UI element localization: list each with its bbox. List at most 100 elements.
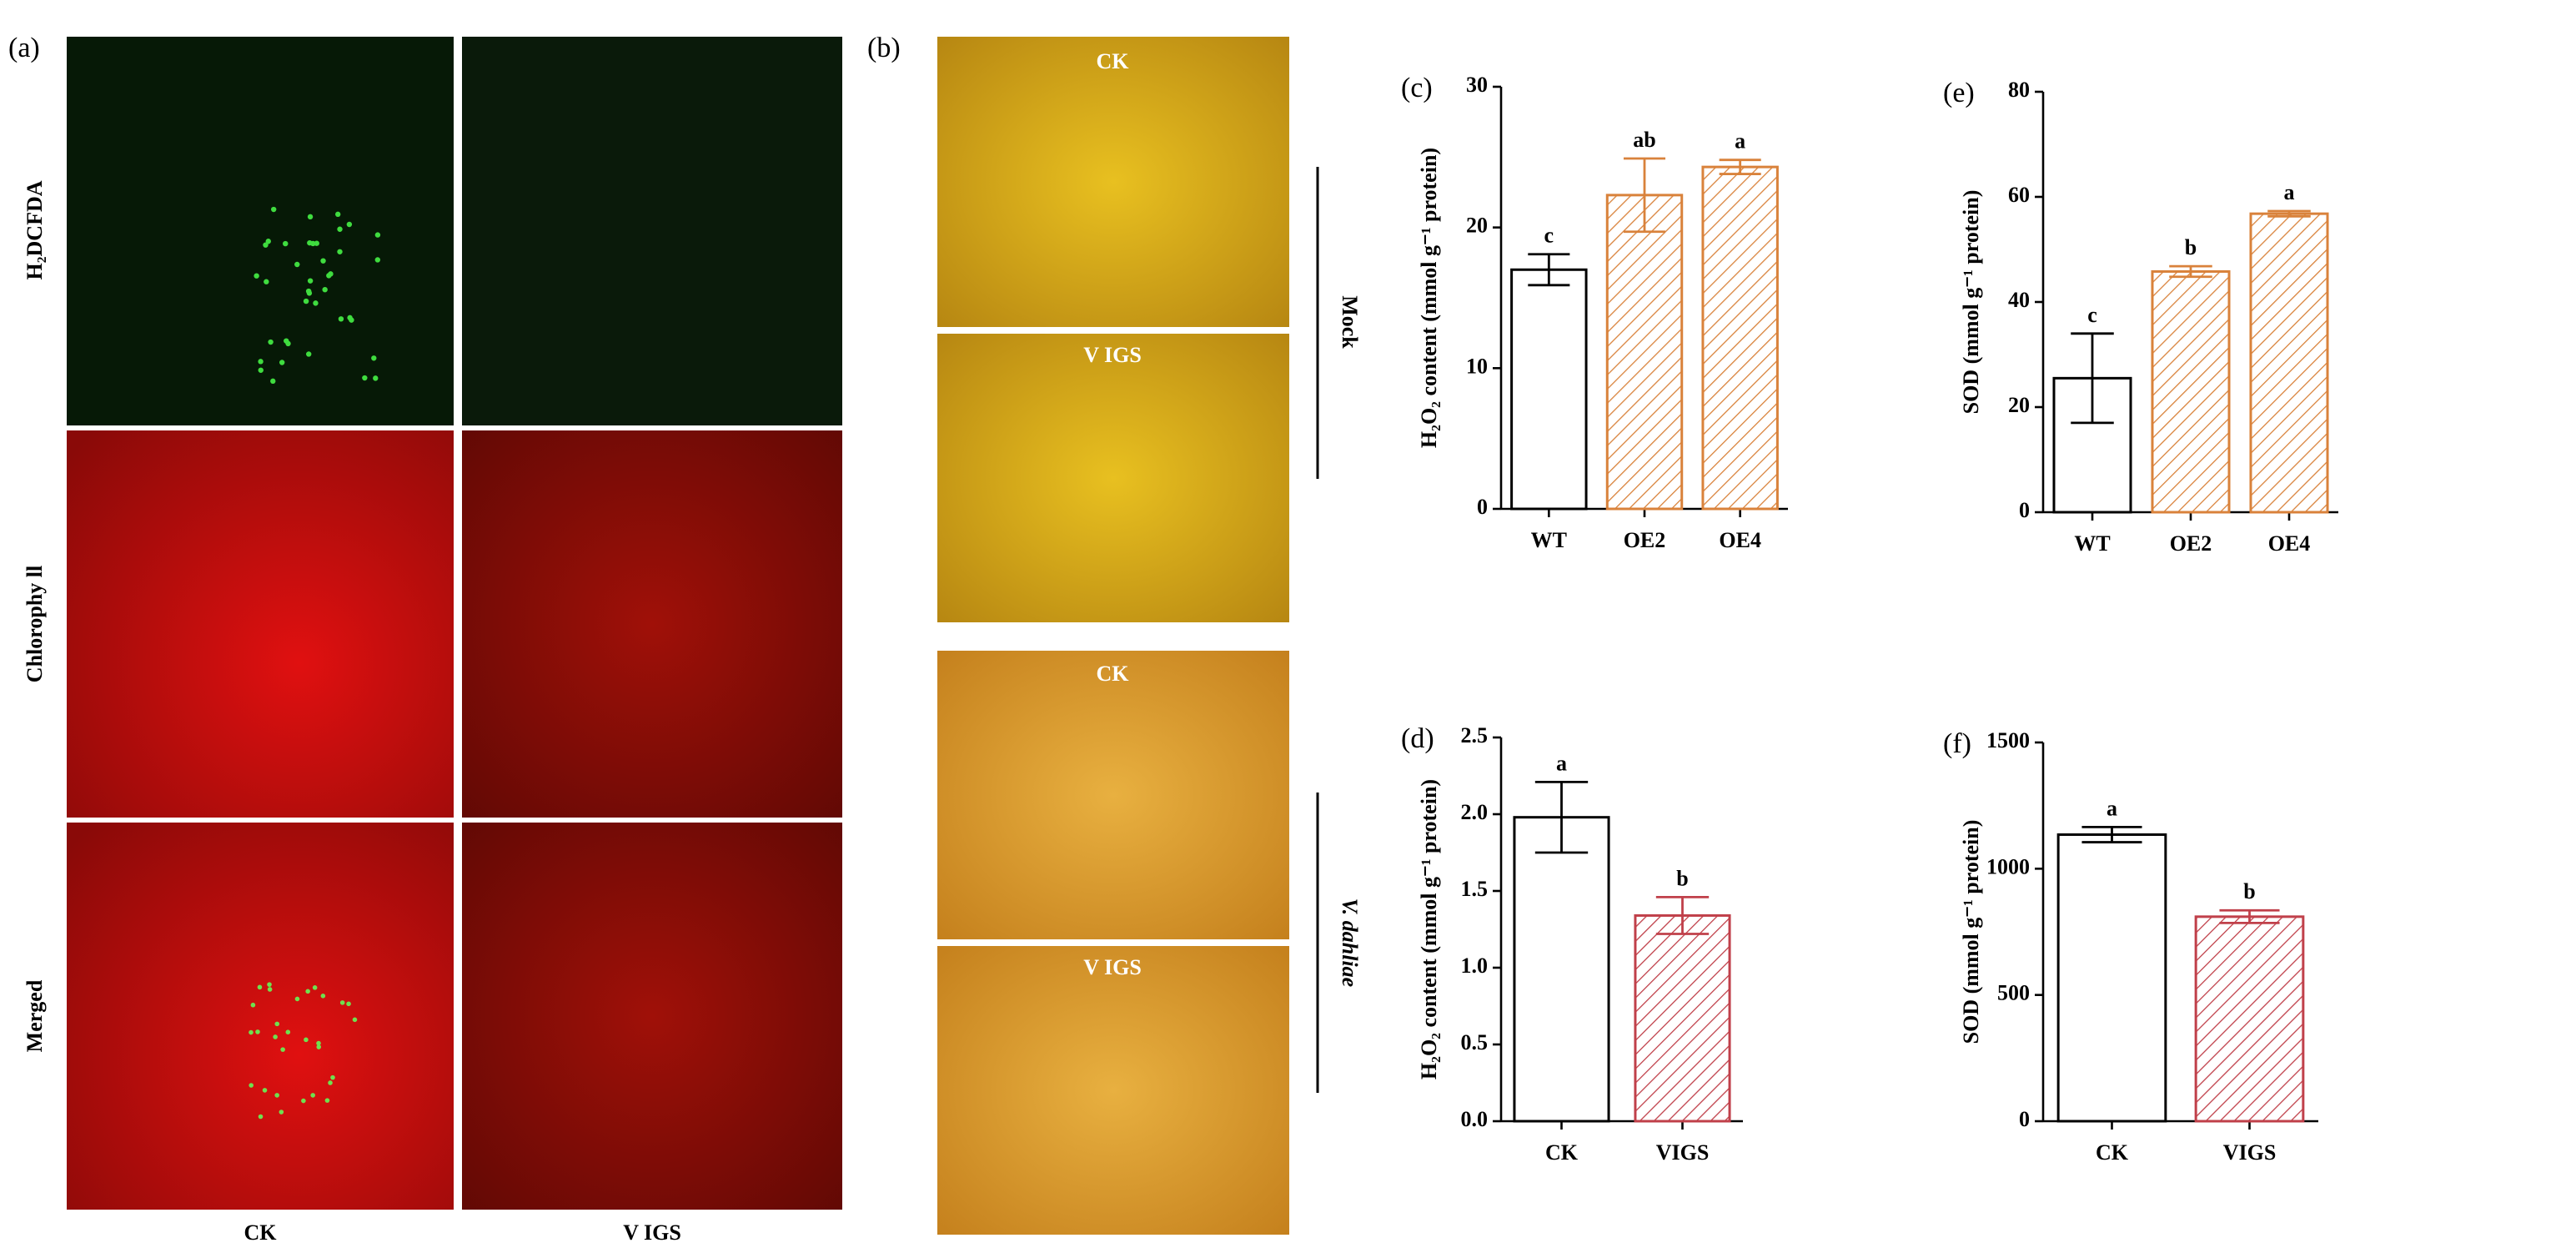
dot	[312, 985, 318, 990]
bar	[1701, 165, 1779, 511]
dot	[374, 257, 381, 263]
dot	[338, 316, 344, 322]
micrograph	[937, 37, 1289, 327]
micrograph	[937, 334, 1289, 622]
dot	[307, 278, 314, 284]
y-tick-label: 2.5	[1461, 723, 1489, 747]
dot	[257, 984, 263, 990]
bar	[1605, 194, 1684, 511]
y-tick-label: 0	[1477, 495, 1488, 519]
y-tick-label: 1500	[1986, 728, 2030, 752]
dot	[362, 375, 368, 381]
dot	[320, 258, 326, 264]
dot	[310, 240, 316, 247]
dot	[328, 271, 334, 277]
y-tick-label: 80	[2008, 78, 2030, 102]
panel-label: (d)	[1401, 723, 1434, 754]
dot	[346, 221, 353, 228]
dot	[304, 1037, 309, 1043]
dot	[279, 360, 285, 365]
significance-letter: b	[2185, 235, 2197, 259]
dot	[258, 1114, 264, 1120]
dot	[320, 994, 326, 999]
dot	[265, 239, 271, 244]
dot	[274, 1093, 279, 1098]
panel-label: (f)	[1943, 728, 1971, 759]
dot	[303, 298, 309, 304]
dot	[264, 279, 269, 284]
dot	[280, 1047, 285, 1052]
dot	[250, 1002, 256, 1008]
image-label: V IGS	[1083, 343, 1142, 367]
dot	[249, 1083, 254, 1088]
x-tick-label: OE4	[1719, 528, 1761, 552]
dot	[334, 211, 341, 218]
y-tick-label: 1.5	[1461, 877, 1489, 901]
y-axis-label: SOD (mmol g⁻¹ protein)	[1959, 190, 1983, 415]
x-tick-label: OE2	[1624, 528, 1666, 552]
micrograph	[462, 37, 842, 425]
dot	[258, 367, 264, 373]
dot	[255, 1029, 260, 1034]
significance-letter: b	[2243, 879, 2255, 903]
x-tick-label: CK	[2096, 1140, 2129, 1165]
panel-label: (a)	[8, 33, 40, 63]
dot	[316, 1044, 322, 1049]
micrograph	[67, 37, 454, 425]
dot	[270, 206, 277, 213]
dot	[301, 1098, 306, 1104]
dot	[337, 226, 343, 232]
micrograph	[67, 430, 454, 818]
group-label: Mock	[1338, 295, 1362, 349]
fluorescence-dots	[249, 206, 381, 1120]
y-tick-label: 10	[1466, 354, 1488, 378]
panel-label: (e)	[1943, 78, 1975, 108]
dot	[294, 261, 300, 268]
significance-letter: c	[2087, 303, 2097, 327]
dot	[313, 300, 319, 306]
dot	[305, 288, 312, 294]
x-tick-label: CK	[1545, 1140, 1579, 1165]
column-label: V IGS	[623, 1220, 681, 1245]
y-axis-label: SOD (mmol g⁻¹ protein)	[1959, 820, 1983, 1044]
row-label: Chlorophy ll	[23, 566, 47, 682]
dot	[373, 375, 379, 381]
bar	[2194, 915, 2305, 1123]
dot	[267, 982, 272, 987]
y-axis-label: H₂O₂ content (mmol g⁻¹ protein)	[1417, 779, 1441, 1079]
y-tick-label: 1000	[1986, 854, 2030, 878]
dot	[346, 1001, 351, 1007]
y-tick-label: 60	[2008, 183, 2030, 207]
x-tick-label: WT	[1531, 528, 1567, 552]
dot	[268, 339, 274, 345]
dot	[285, 1029, 291, 1034]
image-label: V IGS	[1083, 955, 1142, 979]
column-label: CK	[244, 1220, 278, 1245]
dot	[273, 1034, 278, 1039]
significance-letter: a	[2106, 796, 2117, 820]
bar	[2056, 833, 2167, 1123]
x-tick-label: WT	[2074, 531, 2110, 556]
y-tick-label: 0.0	[1461, 1107, 1489, 1131]
group-label: V. dahliae	[1338, 898, 1362, 987]
dot	[310, 1093, 315, 1098]
dot	[371, 355, 377, 361]
dot	[339, 1000, 345, 1005]
dot	[374, 232, 381, 238]
bar	[1513, 816, 1610, 1123]
image-label: CK	[1097, 49, 1130, 73]
bar	[2151, 269, 2231, 514]
dot	[294, 996, 300, 1002]
dot	[322, 286, 328, 293]
x-tick-label: VIGS	[1656, 1140, 1710, 1165]
panel-label: (b)	[867, 33, 901, 63]
significance-letter: ab	[1633, 128, 1655, 152]
dot	[267, 987, 273, 992]
image-label: CK	[1097, 662, 1130, 686]
dot	[270, 378, 276, 385]
y-tick-label: 1.0	[1461, 954, 1489, 978]
y-tick-label: 0	[2019, 498, 2030, 522]
x-tick-label: OE4	[2268, 531, 2311, 556]
significance-letter: a	[1735, 129, 1745, 153]
